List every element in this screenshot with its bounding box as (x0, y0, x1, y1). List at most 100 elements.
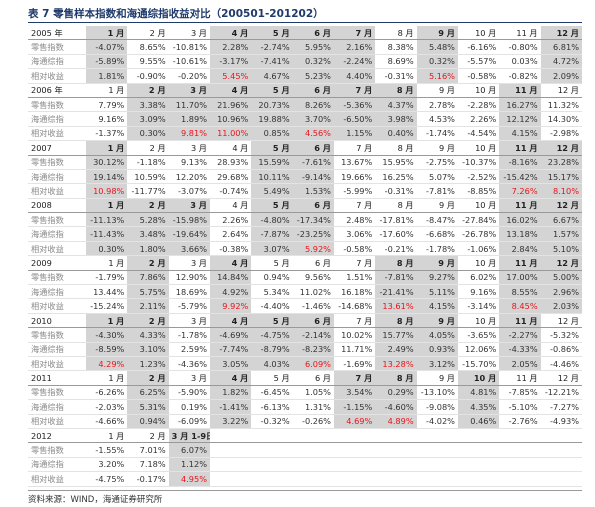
value-cell: -5.89% (86, 54, 128, 70)
data-row: 海通综指 19.14% 10.59% 12.20% 29.68% 10.11% -9.14%… (28, 169, 582, 185)
value-cell: -8.47% (416, 212, 458, 228)
value-cell: -8.16% (499, 155, 541, 170)
month-header: 3 月 (168, 255, 210, 271)
month-header: 2 月 (127, 313, 169, 329)
value-cell: 18.69% (168, 284, 210, 300)
month-header: 10 月 (457, 255, 500, 271)
value-cell: -7.41% (251, 54, 293, 70)
month-header: 12 月 (540, 26, 582, 41)
value-cell: 16.02% (499, 212, 541, 228)
value-cell: -14.68% (333, 298, 376, 314)
empty-cell (499, 471, 541, 487)
month-header: 3 月 1-9日 (168, 428, 210, 444)
value-cell: 5.10% (540, 241, 582, 257)
row-label: 相对收益 (28, 126, 86, 142)
empty-cell (251, 442, 293, 458)
value-cell: 4.81% (457, 385, 500, 401)
value-cell: 0.94% (127, 414, 169, 429)
month-header: 2 月 (127, 255, 169, 271)
empty-cell (292, 471, 334, 487)
value-cell: -0.74% (209, 183, 252, 199)
value-cell: -1.06% (457, 241, 500, 257)
value-cell: 6.02% (457, 270, 500, 286)
year-label: 2011 (28, 370, 86, 386)
value-cell: 14.30% (540, 111, 582, 127)
value-cell: 4.37% (375, 97, 417, 113)
value-cell: 19.66% (333, 169, 376, 185)
value-cell: 0.46% (457, 414, 500, 429)
data-row: 零售指数 -11.13% 5.28% -15.98% 2.26% -4.80% -17.34… (28, 212, 582, 228)
value-cell: 16.27% (499, 97, 541, 113)
row-label: 零售指数 (28, 97, 86, 113)
month-header: 3 月 (168, 83, 210, 98)
month-header: 4 月 (209, 255, 252, 271)
data-row: 相对收益 10.98% -11.77% -3.07% -0.74% 5.49% 1.53% -… (28, 183, 582, 199)
value-cell: -1.46% (292, 298, 334, 314)
value-cell: -2.52% (457, 169, 500, 185)
value-cell: -10.81% (168, 39, 210, 55)
month-header: 8 月 (375, 140, 417, 156)
value-cell: -5.79% (168, 298, 210, 314)
month-header: 6 月 (292, 313, 334, 329)
month-header: 5 月 (251, 140, 293, 156)
value-cell: 1.31% (292, 399, 334, 415)
data-row: 海通综指 13.44% 5.75% 18.69% 4.92% 5.34% 11.02% 16.… (28, 284, 582, 300)
month-header: 8 月 (375, 198, 417, 214)
value-cell: -10.61% (168, 54, 210, 70)
document: 表 7 零售样本指数和海通综指收益对比（200501-201202） 2005 … (28, 6, 582, 505)
value-cell: -7.74% (209, 342, 252, 357)
month-header: 4 月 (209, 313, 252, 329)
empty-cell (457, 457, 500, 473)
value-cell: 7.86% (127, 270, 169, 286)
value-cell: -3.14% (457, 298, 500, 314)
value-cell: 20.73% (251, 97, 293, 113)
month-header: 8 月 (375, 313, 417, 329)
value-cell: -2.98% (540, 126, 582, 142)
value-cell: -4.69% (209, 327, 252, 343)
value-cell: 8.45% (499, 298, 541, 314)
row-label: 相对收益 (28, 241, 86, 257)
value-cell: -0.31% (375, 68, 417, 84)
row-label: 海通综指 (28, 399, 86, 415)
value-cell: -23.25% (292, 226, 334, 242)
value-cell: -17.34% (292, 212, 334, 228)
value-cell: -4.40% (251, 298, 293, 314)
value-cell: 3.70% (292, 111, 334, 127)
value-cell: 3.07% (251, 241, 293, 257)
value-cell: -15.24% (86, 298, 128, 314)
value-cell: -5.90% (168, 385, 210, 401)
value-cell: -5.99% (333, 183, 376, 199)
month-header: 5 月 (251, 370, 293, 386)
value-cell: -27.84% (457, 212, 500, 228)
value-cell: -1.79% (86, 270, 128, 286)
month-header: 6 月 (292, 140, 334, 156)
row-label: 海通综指 (28, 284, 86, 300)
value-cell: 28.93% (209, 155, 252, 170)
month-header: 5 月 (251, 26, 293, 41)
value-cell: -5.32% (540, 327, 582, 343)
value-cell: -5.57% (457, 54, 500, 70)
value-cell: 8.55% (499, 284, 541, 300)
empty-cell (416, 428, 458, 444)
empty-cell (333, 457, 376, 473)
value-cell: 8.65% (127, 39, 169, 55)
month-header: 4 月 (209, 370, 252, 386)
year-label: 2005 年 (28, 26, 86, 41)
value-cell: -2.28% (457, 97, 500, 113)
value-cell: -4.93% (540, 414, 582, 429)
value-cell: 1.23% (127, 356, 169, 372)
month-header: 11 月 (499, 313, 541, 329)
value-cell: 12.20% (168, 169, 210, 185)
month-header: 9 月 (416, 255, 458, 271)
value-cell: 0.32% (292, 54, 334, 70)
empty-cell (499, 457, 541, 473)
month-header: 12 月 (540, 83, 582, 98)
value-cell: -4.60% (375, 399, 417, 415)
month-header: 2 月 (127, 83, 169, 98)
value-cell: -0.31% (375, 183, 417, 199)
value-cell: -2.03% (86, 399, 128, 415)
value-cell: 4.15% (416, 298, 458, 314)
value-cell: -2.74% (251, 39, 293, 55)
